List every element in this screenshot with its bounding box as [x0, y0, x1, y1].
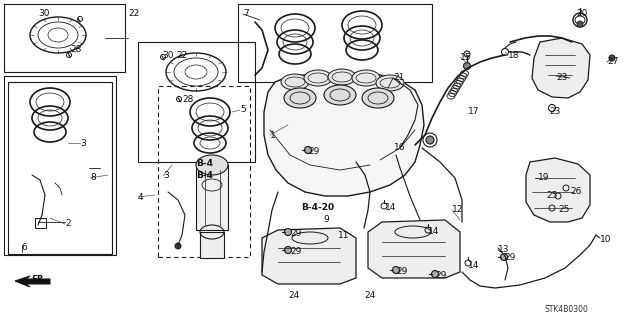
Text: 4: 4 — [138, 192, 143, 202]
Bar — [238, 4, 432, 82]
Text: 14: 14 — [468, 261, 479, 270]
Text: 2: 2 — [65, 219, 70, 228]
Circle shape — [431, 271, 438, 278]
Polygon shape — [532, 38, 590, 98]
Bar — [8, 82, 112, 254]
Text: 24: 24 — [364, 292, 375, 300]
Text: 20: 20 — [576, 10, 588, 19]
Text: 29: 29 — [504, 254, 515, 263]
Text: 21: 21 — [393, 73, 404, 83]
Text: 29: 29 — [290, 248, 301, 256]
Circle shape — [175, 243, 181, 249]
Ellipse shape — [328, 69, 356, 85]
Polygon shape — [196, 165, 228, 230]
Text: 3: 3 — [163, 172, 169, 181]
Text: 24: 24 — [288, 292, 300, 300]
Text: 29: 29 — [308, 147, 319, 157]
Circle shape — [285, 247, 291, 254]
Polygon shape — [264, 73, 424, 196]
Circle shape — [305, 146, 312, 153]
Bar — [4, 4, 125, 72]
Ellipse shape — [376, 75, 404, 91]
Text: 8: 8 — [90, 174, 96, 182]
Text: 1: 1 — [270, 130, 276, 139]
Ellipse shape — [304, 70, 332, 86]
Text: 26: 26 — [570, 188, 581, 197]
Text: 14: 14 — [385, 204, 396, 212]
Text: B-4: B-4 — [196, 159, 213, 167]
Circle shape — [392, 266, 399, 273]
Text: 12: 12 — [452, 205, 463, 214]
Polygon shape — [262, 228, 356, 284]
Ellipse shape — [196, 155, 228, 175]
Text: 23: 23 — [549, 108, 561, 116]
Ellipse shape — [281, 74, 309, 90]
Text: B-4: B-4 — [196, 172, 213, 181]
Ellipse shape — [362, 88, 394, 108]
Circle shape — [577, 21, 583, 27]
Ellipse shape — [284, 88, 316, 108]
Bar — [138, 42, 255, 162]
Circle shape — [463, 63, 470, 70]
Text: 5: 5 — [240, 106, 246, 115]
Text: 3: 3 — [80, 138, 86, 147]
Text: 27: 27 — [607, 57, 618, 66]
Bar — [158, 86, 250, 257]
Text: 22: 22 — [128, 10, 140, 19]
Polygon shape — [15, 276, 50, 287]
Circle shape — [500, 254, 508, 261]
Text: 6: 6 — [21, 243, 27, 253]
Ellipse shape — [324, 85, 356, 105]
Text: 29: 29 — [396, 268, 408, 277]
Text: FR.: FR. — [32, 275, 47, 284]
Text: 29: 29 — [435, 271, 446, 280]
Text: 22: 22 — [176, 50, 188, 60]
Text: 11: 11 — [338, 232, 349, 241]
Text: 10: 10 — [600, 235, 611, 244]
Text: 18: 18 — [508, 51, 520, 61]
Text: 30: 30 — [38, 10, 49, 19]
Text: STK4B0300: STK4B0300 — [544, 305, 588, 314]
Ellipse shape — [352, 70, 380, 86]
Text: 9: 9 — [323, 216, 329, 225]
Text: 7: 7 — [243, 10, 249, 19]
Text: 13: 13 — [498, 246, 509, 255]
Text: 28: 28 — [70, 46, 81, 55]
Polygon shape — [200, 232, 224, 258]
Text: 25: 25 — [558, 205, 570, 214]
Text: 16: 16 — [394, 143, 406, 152]
Bar — [4, 76, 116, 255]
Circle shape — [285, 228, 291, 235]
Text: B-4-20: B-4-20 — [301, 203, 334, 211]
Text: 15: 15 — [460, 53, 472, 62]
Polygon shape — [526, 158, 590, 222]
Text: 30: 30 — [162, 51, 173, 61]
Polygon shape — [368, 220, 460, 278]
Text: 17: 17 — [468, 108, 479, 116]
Text: 19: 19 — [538, 174, 550, 182]
Text: 23: 23 — [556, 73, 568, 83]
Circle shape — [609, 55, 615, 61]
Text: 25: 25 — [546, 191, 557, 201]
Text: 28: 28 — [182, 95, 193, 105]
Text: 29: 29 — [290, 229, 301, 239]
Circle shape — [426, 136, 434, 144]
Text: 14: 14 — [428, 227, 440, 236]
